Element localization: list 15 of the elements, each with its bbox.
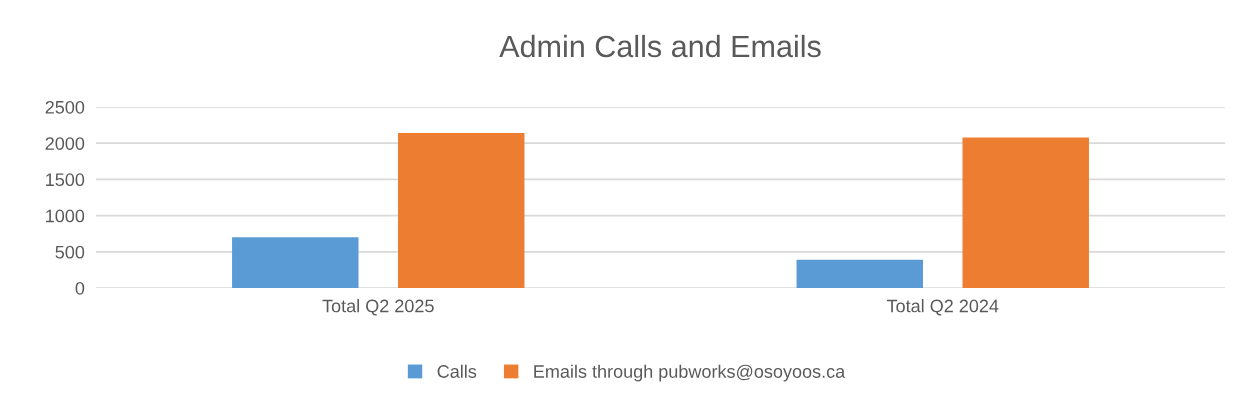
legend-label: Calls — [437, 364, 477, 378]
y-tick-label: 0 — [75, 281, 85, 295]
y-tick-label: 2500 — [45, 100, 85, 114]
bar — [232, 237, 359, 288]
y-tick-label: 2000 — [45, 137, 85, 150]
bar — [962, 137, 1089, 288]
x-tick-label: Total Q2 2024 — [886, 299, 999, 316]
bar — [398, 133, 525, 288]
x-tick-label: Total Q2 2025 — [322, 299, 434, 316]
y-tick-label: 1500 — [46, 173, 85, 187]
bar — [796, 259, 923, 288]
y-tick-label: 1000 — [46, 209, 85, 223]
legend-label: Emails through pubworks@osoyoos.ca — [534, 364, 846, 382]
chart-title: Admin Calls and Emails — [499, 34, 821, 58]
y-tick-label: 500 — [55, 245, 85, 259]
